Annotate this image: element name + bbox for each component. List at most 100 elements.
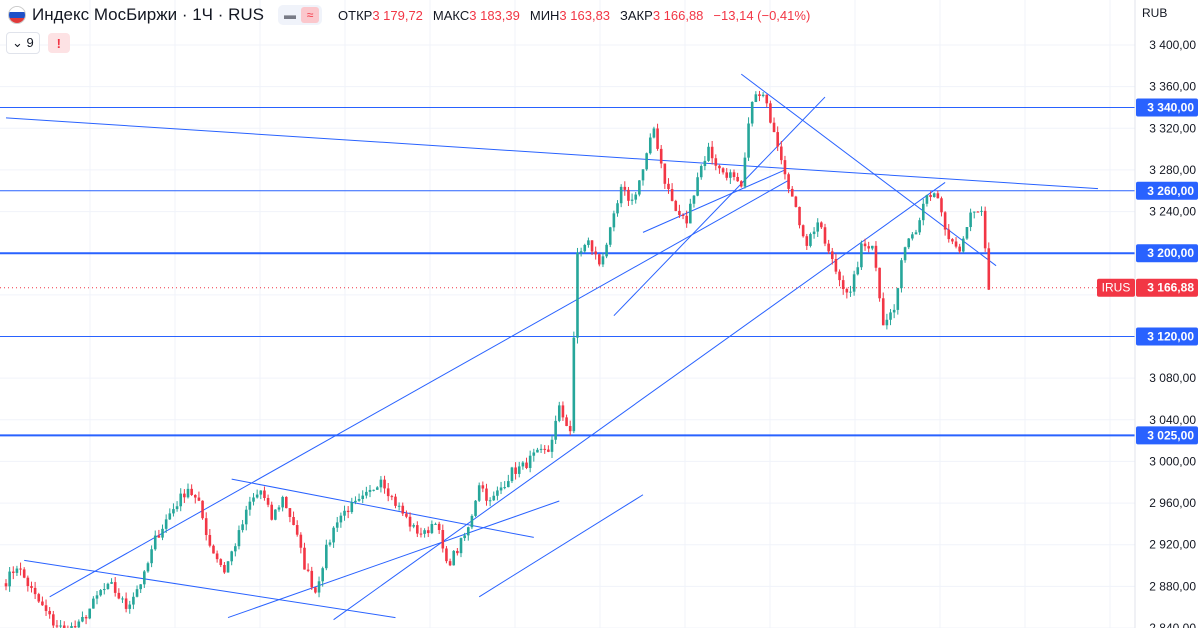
- candle-body: [263, 490, 266, 498]
- candle: [55, 620, 59, 628]
- candle-body: [765, 94, 769, 104]
- candle-body: [19, 568, 22, 570]
- symbol-badge-label: IRUS: [1102, 281, 1131, 295]
- price-tick-label: 3 000,00: [1149, 454, 1196, 468]
- candle: [878, 267, 881, 302]
- candle: [48, 607, 51, 619]
- candle-body: [718, 165, 721, 169]
- candle: [517, 461, 521, 478]
- candle-body: [70, 626, 73, 628]
- candle-body: [77, 621, 81, 628]
- candle-body: [459, 538, 463, 554]
- candle: [663, 163, 667, 189]
- candle-body: [903, 247, 907, 261]
- candle: [852, 270, 856, 296]
- candle: [543, 445, 547, 454]
- candle: [186, 483, 190, 499]
- candle: [703, 156, 707, 171]
- candle-body: [248, 501, 252, 510]
- candle-body: [452, 550, 456, 566]
- candle: [929, 191, 932, 201]
- candle: [594, 246, 597, 260]
- candle-body: [146, 563, 150, 572]
- symbol-title[interactable]: Индекс МосБиржи · 1Ч · RUS: [32, 5, 265, 24]
- candle: [332, 526, 335, 548]
- candle-body: [820, 222, 823, 228]
- indicators-toggle[interactable]: ⌄ 9: [6, 32, 40, 54]
- trend-line: [613, 96, 826, 317]
- candle: [565, 414, 568, 427]
- candle-body: [128, 604, 132, 609]
- candle-body: [441, 530, 445, 549]
- candle-body: [193, 494, 197, 498]
- candle-body: [212, 545, 215, 554]
- candle-body: [95, 595, 99, 599]
- candle-body: [543, 448, 547, 450]
- candle-body: [776, 132, 779, 147]
- candle: [525, 457, 528, 470]
- chart-mode-toggle[interactable]: ▬ ≈: [278, 5, 323, 25]
- level-badge: [1136, 181, 1198, 200]
- candle-body: [714, 158, 718, 166]
- currency-label[interactable]: RUB: [1142, 6, 1168, 20]
- candle: [623, 181, 627, 196]
- candle: [849, 285, 852, 297]
- candle: [361, 490, 365, 504]
- candle: [37, 592, 41, 604]
- candle-body: [437, 523, 441, 531]
- candle: [758, 90, 761, 102]
- candle: [117, 588, 121, 600]
- candle: [470, 514, 474, 530]
- level-badge-label: 3 260,00: [1147, 184, 1194, 198]
- candle-body: [314, 587, 317, 593]
- minus-icon[interactable]: ▬: [284, 8, 297, 22]
- candle-body: [623, 186, 627, 190]
- candle: [281, 495, 284, 512]
- candle-body: [550, 439, 554, 452]
- candle-body: [710, 146, 714, 159]
- candle-body: [153, 535, 157, 550]
- candle: [481, 481, 485, 493]
- candle-body: [197, 497, 201, 501]
- price-tick-label: 3 360,00: [1149, 80, 1196, 94]
- candle: [67, 625, 69, 628]
- candle: [132, 592, 135, 610]
- candle: [699, 164, 703, 180]
- candle: [648, 133, 652, 155]
- candle: [92, 596, 95, 609]
- candle-body: [648, 137, 652, 154]
- candle: [772, 117, 776, 133]
- price-axis: 2 840,00 2 880,00 2 920,00 2 960,00 3 000,00…: [1097, 38, 1198, 628]
- candle-body: [674, 200, 678, 211]
- candle: [237, 525, 241, 550]
- candle-body: [929, 195, 932, 197]
- candle: [30, 581, 33, 593]
- candle-body: [954, 241, 958, 247]
- candle-body: [856, 267, 860, 275]
- wave-icon[interactable]: ≈: [301, 7, 320, 23]
- candle-body: [652, 128, 656, 138]
- candle-body: [860, 243, 863, 268]
- candle-body: [823, 227, 827, 244]
- candle: [277, 505, 281, 512]
- candle: [962, 236, 965, 253]
- candle: [976, 211, 980, 213]
- candle-body: [889, 312, 892, 320]
- candle-body: [321, 568, 324, 582]
- level-badge: [1136, 426, 1198, 445]
- warning-icon[interactable]: !: [47, 33, 70, 53]
- candle-body: [547, 449, 550, 452]
- candle-body: [488, 500, 492, 502]
- candle-body: [805, 236, 809, 246]
- trend-line: [478, 494, 644, 598]
- candle: [426, 526, 430, 538]
- candle-body: [794, 196, 798, 207]
- candle: [889, 308, 892, 326]
- candle-body: [525, 462, 528, 468]
- candle-body: [92, 598, 95, 609]
- candle: [499, 481, 503, 495]
- candle-body: [204, 518, 208, 536]
- candle: [463, 532, 466, 541]
- candle: [645, 152, 648, 171]
